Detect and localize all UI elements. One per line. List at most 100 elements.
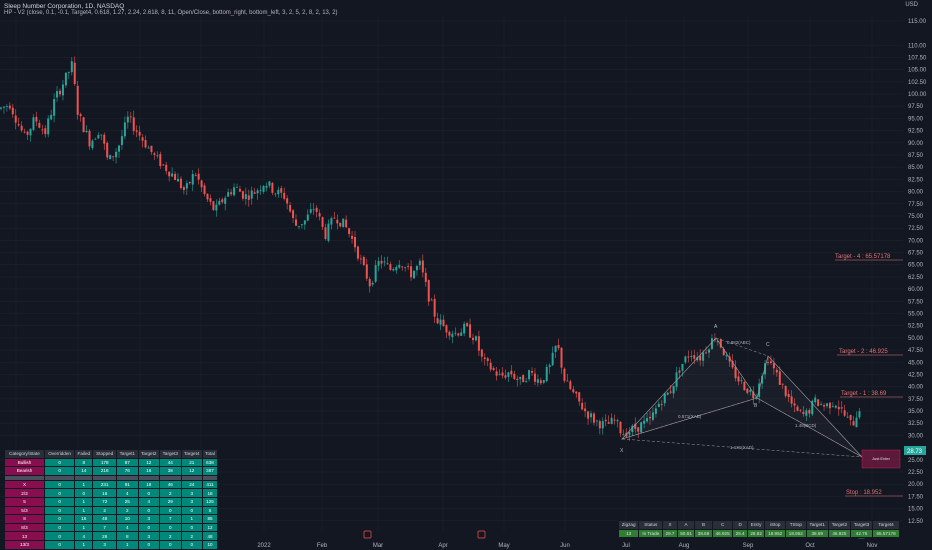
candle-body	[126, 116, 129, 123]
candle-body	[188, 181, 191, 184]
candle-body	[0, 107, 2, 109]
candle-body	[669, 391, 672, 393]
candle-body	[241, 191, 244, 199]
candle-body	[88, 130, 91, 147]
candle-body	[132, 117, 135, 131]
indicator-label[interactable]: HP - V2 (close, 0.1, -0.1, Target4, 0.61…	[4, 10, 338, 16]
stats-value-cell: 48	[202, 531, 218, 541]
candle-body	[230, 192, 233, 195]
stats-value-cell: 2	[180, 531, 204, 541]
candle-body	[436, 318, 439, 324]
status-header-cell: iStop	[764, 520, 787, 530]
y-tick-label: 95.00	[908, 116, 924, 122]
candle-body	[224, 197, 227, 204]
status-header-cell: Target4	[872, 520, 900, 530]
trade-status-table: Zigzag Status X A B C D Entry iStop TStop Target1 T…	[617, 520, 900, 539]
stats-value-cell: 10	[202, 539, 218, 550]
stats-category-cell: 13	[4, 531, 45, 541]
earnings-marker[interactable]	[477, 530, 486, 539]
stats-value-cell: 125	[202, 496, 218, 507]
stats-value-cell: 1	[74, 479, 94, 490]
candle-body	[38, 122, 41, 128]
candle-body	[82, 117, 85, 133]
currency-label: USD	[905, 2, 918, 8]
stats-category-cell: X	[4, 479, 45, 490]
status-value-cell: 65.57178	[872, 528, 900, 539]
stats-value-cell: 26	[92, 531, 118, 541]
candle-body	[321, 217, 324, 227]
xab-ratio-label: 0.571(XAB)	[678, 414, 702, 419]
candle-body	[11, 107, 14, 115]
candle-body	[67, 71, 70, 73]
stats-value-cell: 1	[116, 539, 139, 550]
candle-body	[545, 366, 548, 381]
candle-body	[159, 154, 162, 167]
candle-body	[817, 399, 820, 407]
stats-row: Bullish 0 8 178 87 12 44 21 638	[4, 457, 218, 468]
y-tick-label: 35.00	[908, 409, 924, 415]
y-tick-label: 75.00	[908, 214, 924, 220]
candle-body	[194, 174, 197, 176]
candle-body	[731, 360, 734, 368]
candle-body	[516, 378, 519, 381]
status-value-cell: 28.82	[746, 528, 766, 539]
candle-body	[787, 393, 790, 398]
status-value-cell: In Trade	[638, 528, 664, 539]
x-tick-label: Oct	[805, 543, 815, 549]
candle-body	[233, 187, 236, 196]
y-tick-label: 100.00	[908, 92, 927, 98]
candle-body	[50, 114, 53, 120]
candle-body	[690, 355, 693, 357]
candle-body	[227, 192, 230, 197]
candle-body	[2, 106, 5, 108]
candle-body	[418, 260, 421, 266]
stats-category-cell: Bullish	[4, 457, 45, 468]
candle-body	[743, 381, 746, 391]
candle-body	[209, 198, 212, 202]
y-tick-label: 30.00	[908, 433, 924, 439]
candle-body	[356, 246, 359, 259]
candle-body	[808, 410, 811, 414]
candle-body	[238, 188, 241, 192]
status-header-cell: A	[676, 520, 696, 530]
x-tick-label: Nov	[867, 543, 878, 549]
candle-body	[802, 411, 805, 414]
y-tick-label: 52.50	[908, 324, 924, 330]
stats-value-cell: 0	[43, 488, 76, 498]
stats-row: Bearish 0 14 216 76 16 38 12 387	[4, 466, 218, 476]
status-header-cell: Target3	[849, 520, 874, 530]
candle-body	[705, 352, 708, 354]
stats-value-cell: 0	[43, 539, 76, 550]
candle-body	[681, 363, 684, 371]
status-value-cell: 50.61	[676, 528, 696, 539]
candle-body	[684, 356, 687, 363]
stats-category-cell: 5/3	[4, 505, 45, 516]
candle-body	[415, 266, 418, 271]
candle-body	[722, 348, 725, 356]
stats-value-cell: 178	[92, 457, 118, 468]
candle-body	[796, 406, 799, 411]
candle-body	[663, 393, 666, 404]
xab-triangle	[621, 337, 758, 440]
earnings-marker[interactable]	[363, 530, 372, 539]
point-x-label: X	[620, 448, 624, 454]
price-axis[interactable]: 115.00 110.00 107.50 105.00 102.50 100.00 97.5…	[908, 19, 927, 525]
status-value-cell: 46.925	[827, 528, 851, 539]
candle-body	[250, 190, 253, 199]
candle-body	[383, 261, 386, 263]
y-tick-label: 12.50	[908, 519, 924, 525]
candle-body	[118, 145, 120, 152]
stats-value-cell: 87	[116, 457, 139, 468]
stats-header-cell: Overridden	[43, 449, 76, 459]
stats-value-cell: 91	[116, 479, 139, 490]
target-levels: Target - 4 : 65.57178 Target - 2 : 46.92…	[835, 254, 903, 497]
stats-value-cell: 4	[137, 496, 161, 507]
candle-body	[8, 105, 11, 109]
candle-body	[324, 227, 327, 239]
stats-value-cell: 12	[202, 522, 218, 533]
stats-row: 5 0 1 72 25 4 29 3 125	[4, 496, 218, 507]
status-value-cell: 38.69	[805, 528, 829, 539]
candle-body	[427, 280, 430, 302]
candle-body	[566, 380, 569, 382]
